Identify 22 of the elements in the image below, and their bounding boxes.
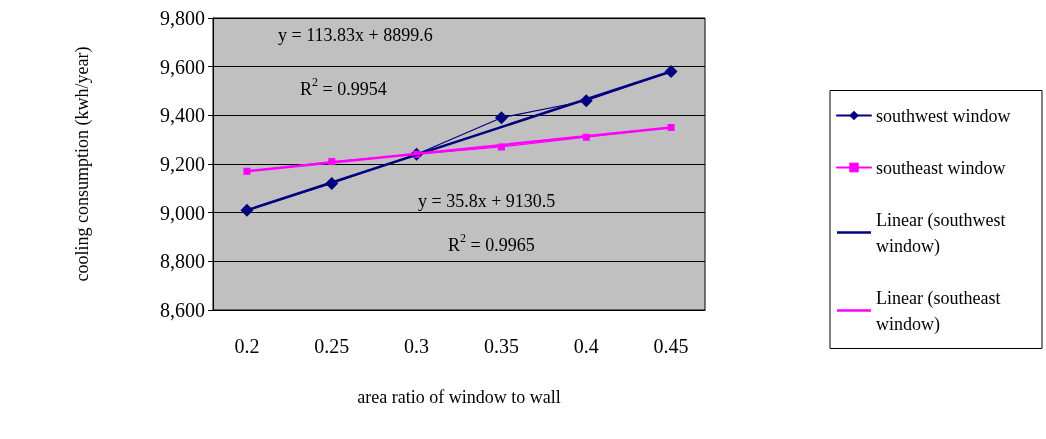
x-tick-label: 0.3 xyxy=(404,335,430,357)
x-tick-label: 0.35 xyxy=(483,335,519,357)
y-tick-label: 8,600 xyxy=(160,299,205,321)
y-axis-title: cooling consumption (kwh/year) xyxy=(72,46,93,282)
y-tick-label: 9,800 xyxy=(160,7,205,29)
y-tick-label: 9,400 xyxy=(160,104,205,127)
y-tick-label: 8,800 xyxy=(160,250,205,273)
x-tick-label: 0.25 xyxy=(314,335,350,357)
point xyxy=(494,111,508,125)
annotation: y = 35.8x + 9130.5 xyxy=(418,191,556,211)
legend-label: southeast window xyxy=(876,157,1006,178)
legend-label: Linear (southeast window) xyxy=(876,287,1005,335)
legend-label: southwest window xyxy=(876,105,1011,126)
x-axis-title: area ratio of window to wall xyxy=(357,387,561,407)
y-tick-label: 9,600 xyxy=(160,55,205,78)
x-tick-label: 0.4 xyxy=(573,335,599,357)
legend-label: Linear (southwest window) xyxy=(876,209,1010,257)
annotation: y = 113.83x + 8899.6 xyxy=(278,25,433,45)
x-tick-label: 0.2 xyxy=(234,335,260,357)
y-tick-label: 9,000 xyxy=(160,201,205,224)
x-tick-label: 0.45 xyxy=(653,335,689,357)
y-tick-label: 9,200 xyxy=(160,153,205,175)
